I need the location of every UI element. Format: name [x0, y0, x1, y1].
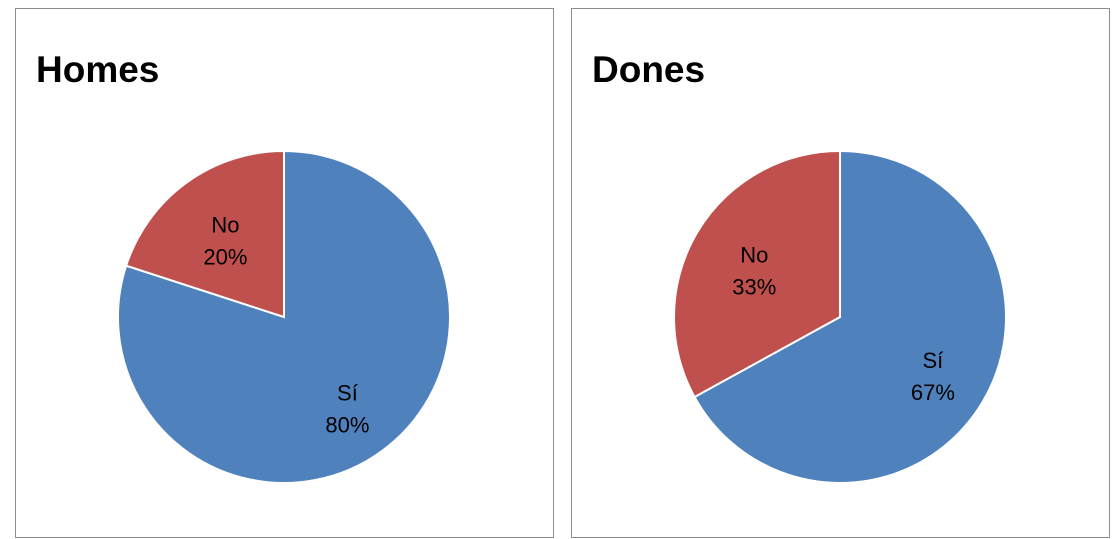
- chart-panel-dones: Dones Sí 67% No 33%: [571, 8, 1110, 538]
- pie-chart: Sí 80% No 20%: [117, 149, 451, 484]
- chart-panel-homes: Homes Sí 80% No 20%: [15, 8, 554, 538]
- pie-slice-1: [673, 149, 841, 399]
- slice-category-label: No: [740, 242, 768, 267]
- slice-category-label: Sí: [922, 348, 943, 373]
- slice-category-label: Sí: [337, 380, 358, 405]
- slice-percent-label: 80%: [325, 412, 369, 437]
- pie-chart: Sí 67% No 33%: [673, 149, 1007, 484]
- slice-category-label: No: [211, 212, 239, 237]
- pie-slice-0: [117, 149, 451, 484]
- chart-title: Homes: [36, 49, 160, 90]
- pie-slice-1: [124, 149, 285, 319]
- slice-percent-label: 20%: [203, 244, 247, 269]
- pie-slice-0: [693, 149, 1007, 484]
- slice-percent-label: 67%: [911, 380, 955, 405]
- slice-percent-label: 33%: [732, 274, 776, 299]
- chart-title: Dones: [592, 49, 706, 90]
